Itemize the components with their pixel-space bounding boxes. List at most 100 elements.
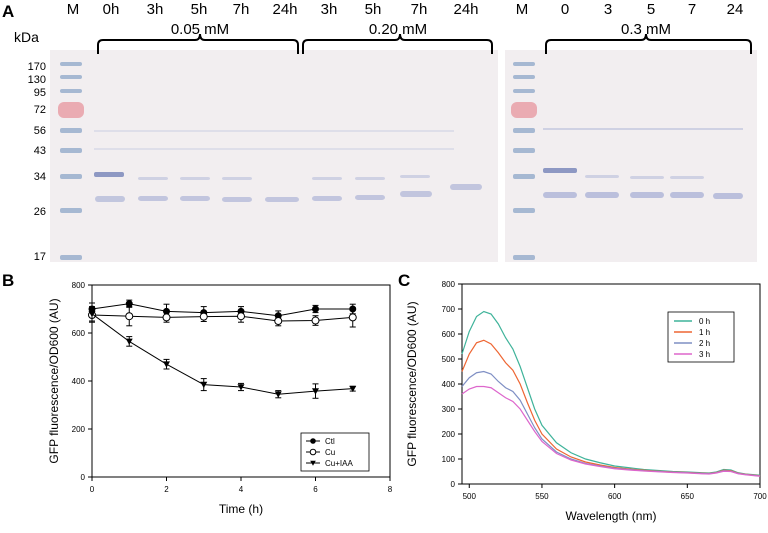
y-tick-label: 200	[72, 425, 86, 434]
legend-entry: Cu+IAA	[325, 459, 353, 468]
concentration-braces	[97, 33, 752, 54]
data-point	[162, 313, 171, 322]
series-line	[91, 303, 353, 317]
y-axis-label: GFP fluorescence/OD600 (AU)	[405, 301, 419, 466]
legend: 0 h 1 h 2 h 3 h	[667, 311, 735, 363]
y-axis-label: GFP fluorescence/OD600 (AU)	[47, 298, 61, 463]
legend-entry: 3 h	[699, 350, 710, 359]
x-tick-label: 6	[313, 485, 318, 494]
x-tick-label: 0	[90, 485, 95, 494]
y-tick-label: 500	[442, 355, 456, 364]
data-point	[237, 384, 245, 391]
legend-entry: Ctl	[325, 437, 335, 446]
chart-b: 0 2 4 6 8 0 200 400 600 800 Time (h) GFP fluorescen…	[47, 281, 393, 516]
y-tick-label: 600	[72, 329, 86, 338]
data-point	[163, 361, 170, 368]
mw-marker-95: 95	[33, 87, 46, 99]
data-point	[274, 317, 283, 325]
x-tick-label: 700	[753, 492, 767, 501]
lane-label: 24h	[272, 1, 298, 18]
x-tick-label: 550	[535, 492, 549, 501]
lane-label: M	[66, 1, 80, 18]
mw-marker-170: 170	[27, 61, 46, 73]
panel-b-label: B	[2, 271, 15, 290]
x-tick-label: 8	[388, 485, 393, 494]
data-point	[163, 307, 170, 315]
y-tick-label: 400	[72, 377, 86, 386]
gel-left-bands	[58, 62, 482, 260]
gel-right-bands	[511, 62, 743, 260]
gel-image-right	[505, 50, 757, 262]
concentration-label-005: 0.05 mM	[170, 21, 230, 38]
x-tick-label: 650	[681, 492, 695, 501]
kda-label: kDa	[14, 29, 39, 45]
mw-marker-130: 130	[27, 74, 46, 86]
y-tick-label: 700	[442, 305, 456, 314]
series-cu	[88, 306, 357, 328]
legend-entry: Cu	[325, 448, 335, 457]
data-point	[125, 300, 133, 308]
data-point	[312, 388, 319, 395]
legend-entry: 0 h	[699, 317, 710, 326]
mw-marker-34: 34	[33, 171, 46, 183]
lane-label: 3h	[320, 1, 338, 18]
mw-marker-56: 56	[33, 125, 46, 137]
y-tick-label: 100	[442, 455, 456, 464]
series-line	[91, 313, 353, 395]
series-line-3h	[461, 385, 761, 477]
lane-label: 7	[687, 1, 697, 18]
gel-image-left	[50, 50, 498, 262]
x-tick-label: 500	[463, 492, 477, 501]
data-point	[348, 313, 357, 322]
lane-label: 7h	[232, 1, 250, 18]
lane-label: 3	[603, 1, 613, 18]
series-line-2h	[461, 370, 761, 477]
y-tick-label: 0	[451, 480, 456, 489]
data-point	[88, 311, 96, 318]
concentration-label-03: 0.3 mM	[620, 21, 671, 38]
data-point	[311, 316, 320, 325]
data-point	[200, 381, 208, 389]
data-point	[349, 385, 357, 393]
concentration-label-020: 0.20 mM	[368, 21, 428, 38]
legend: Ctl Cu Cu+IAA	[300, 432, 370, 472]
data-point	[309, 448, 317, 456]
lane-label: 3h	[146, 1, 164, 18]
data-point	[310, 460, 316, 466]
data-point	[310, 438, 316, 444]
y-tick-label: 400	[442, 380, 456, 389]
x-tick-label: 4	[239, 485, 244, 494]
y-tick-label: 600	[442, 330, 456, 339]
lane-label: M	[515, 1, 529, 18]
data-point	[125, 312, 134, 321]
mw-marker-26: 26	[33, 206, 46, 218]
series-line	[91, 314, 353, 322]
data-point	[237, 312, 245, 321]
series-cu-iaa	[88, 306, 357, 399]
lane-label: 5h	[364, 1, 382, 18]
lane-label: 0	[560, 1, 570, 18]
x-axis-label: Time (h)	[219, 502, 263, 516]
data-point	[274, 391, 282, 398]
lane-label: 5h	[190, 1, 208, 18]
panel-c-label: C	[398, 271, 411, 290]
mw-marker-17: 17	[33, 251, 46, 263]
lane-label: 5	[646, 1, 656, 18]
panel-a-label: A	[2, 2, 15, 21]
mw-marker-43: 43	[33, 145, 46, 157]
y-tick-label: 800	[442, 280, 456, 289]
mw-marker-72: 72	[33, 104, 46, 116]
lane-label: 24h	[453, 1, 479, 18]
x-tick-label: 2	[164, 485, 169, 494]
y-tick-label: 300	[442, 405, 456, 414]
y-tick-label: 800	[72, 281, 86, 290]
data-point	[312, 305, 319, 313]
data-point	[199, 312, 208, 321]
chart-c: 500 550 600 650 700 0 100 200 300 400 500 600 700 800…	[405, 280, 767, 523]
legend-entry: 1 h	[699, 328, 710, 337]
legend-entry: 2 h	[699, 339, 710, 348]
lane-label: 0h	[102, 1, 120, 18]
y-tick-label: 0	[81, 473, 86, 482]
x-tick-label: 600	[608, 492, 622, 501]
y-tick-label: 200	[442, 430, 456, 439]
